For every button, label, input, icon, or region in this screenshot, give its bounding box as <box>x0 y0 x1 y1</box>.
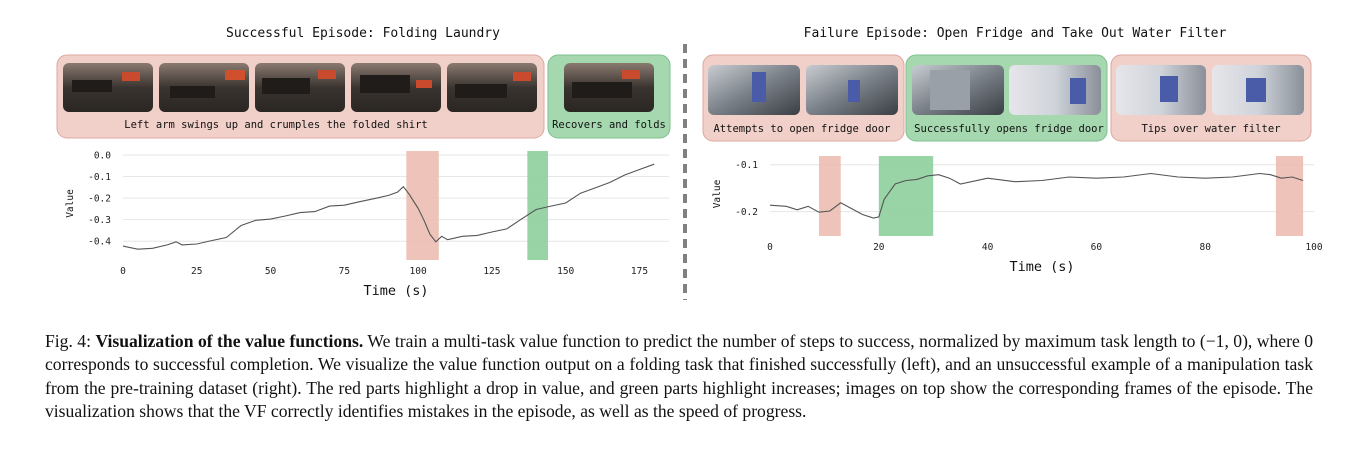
frame-thumbnail <box>255 63 345 112</box>
drop-highlight <box>818 156 841 236</box>
y-tick-label: -0.3 <box>88 215 111 226</box>
increase-highlight <box>527 151 548 260</box>
x-tick-label: 60 <box>1091 242 1103 253</box>
y-tick-label: -0.1 <box>88 172 111 183</box>
x-tick-label: 25 <box>191 266 202 277</box>
left-green-frames-panel: Recovers and folds <box>547 54 671 139</box>
x-axis-label: Time (s) <box>1009 259 1074 275</box>
caption-prefix: Fig. 4: <box>45 331 96 351</box>
x-tick-label: 20 <box>873 242 885 253</box>
x-tick-label: 50 <box>265 266 277 277</box>
y-tick-label: 0.0 <box>94 151 111 162</box>
x-tick-label: 125 <box>483 266 500 277</box>
left-red-panel-label: Left arm swings up and crumples the fold… <box>124 119 427 131</box>
caption-body: We train a multi-task value function to … <box>45 331 1313 421</box>
left-red-frames-panel: Left arm swings up and crumples the fold… <box>56 54 545 139</box>
left-episode-title: Successful Episode: Folding Laundry <box>226 26 500 41</box>
x-axis-label: Time (s) <box>363 283 428 299</box>
right-red-frames-panel-1: Attempts to open fridge door <box>702 54 905 142</box>
value-line <box>122 163 655 250</box>
y-axis-label: Value <box>712 179 723 208</box>
frame-thumbnail <box>1116 65 1206 115</box>
frame-thumbnail <box>708 65 800 115</box>
drop-highlight <box>1275 156 1304 236</box>
caption-title: Visualization of the value functions. <box>95 331 364 351</box>
drop-highlight <box>406 151 439 260</box>
frame-thumbnail <box>1009 65 1101 115</box>
y-tick-label: -0.4 <box>88 237 111 248</box>
x-tick-label: 100 <box>410 266 427 277</box>
right-red-frames-panel-3: Tips over water filter <box>1110 54 1312 142</box>
increase-highlight <box>878 156 934 236</box>
figure: Successful Episode: Folding Laundry Fail… <box>56 26 1323 300</box>
frame-thumbnail <box>806 65 898 115</box>
y-tick-label: -0.1 <box>735 160 758 171</box>
x-tick-label: 0 <box>120 266 126 277</box>
x-tick-label: 150 <box>557 266 574 277</box>
y-tick-label: -0.2 <box>88 194 111 205</box>
frame-thumbnail <box>1212 65 1304 115</box>
x-tick-label: 40 <box>982 242 994 253</box>
right-panel-3-label: Tips over water filter <box>1141 123 1280 135</box>
y-tick-label: -0.2 <box>735 207 758 218</box>
x-tick-label: 75 <box>339 266 350 277</box>
x-tick-label: 0 <box>767 242 773 253</box>
frame-thumbnail <box>912 65 1004 115</box>
left-green-panel-label: Recovers and folds <box>552 119 666 131</box>
frame-thumbnail <box>447 63 537 112</box>
right-episode-title: Failure Episode: Open Fridge and Take Ou… <box>804 26 1227 41</box>
frame-thumbnail <box>63 63 153 112</box>
right-panel-1-label: Attempts to open fridge door <box>713 123 890 135</box>
right-green-frames-panel: Successfully opens fridge door <box>905 54 1108 142</box>
right-value-chart: -0.1 -0.2 0 20 40 60 80 100 Time (s) Value <box>712 156 1323 275</box>
frame-thumbnail <box>564 63 654 112</box>
frame-thumbnail <box>159 63 249 112</box>
figure-caption: Fig. 4: Visualization of the value funct… <box>45 330 1313 423</box>
x-tick-label: 80 <box>1199 242 1211 253</box>
x-tick-label: 175 <box>631 266 648 277</box>
x-tick-label: 100 <box>1305 242 1322 253</box>
right-panel-2-label: Successfully opens fridge door <box>914 123 1104 135</box>
y-axis-label: Value <box>65 189 76 218</box>
value-line <box>769 172 1304 219</box>
left-value-chart: 0.0 -0.1 -0.2 -0.3 -0.4 0 25 50 75 100 125 150 175 Ti… <box>65 151 669 299</box>
frame-thumbnail <box>351 63 441 112</box>
